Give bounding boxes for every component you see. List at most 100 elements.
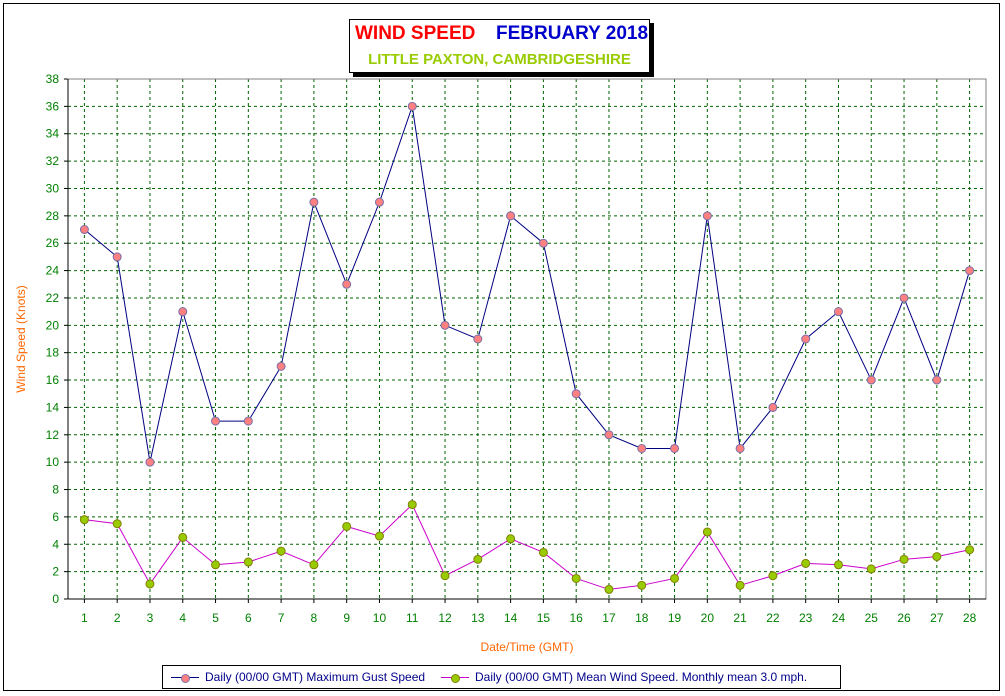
data-point-gust [276,361,286,371]
data-point-mean [473,554,483,564]
chart-title-box: WIND SPEED FEBRUARY 2018 LITTLE PAXTON, … [349,19,650,73]
chart-month: FEBRUARY 2018 [496,23,649,44]
data-point-mean [374,531,384,541]
x-tick-label: 10 [373,611,387,625]
y-tick-label: 32 [46,154,60,168]
x-tick-label: 5 [212,611,219,625]
x-tick-label: 27 [930,611,944,625]
data-point-gust [768,402,778,412]
chart-frame [3,3,1000,691]
data-point-mean [112,519,122,529]
x-tick-label: 3 [147,611,154,625]
legend-label-gust: Daily (00/00 GMT) Maximum Gust Speed [205,670,426,684]
data-point-gust [604,430,614,440]
x-tick-label: 9 [343,611,350,625]
y-tick-label: 10 [46,455,60,469]
data-point-gust [79,225,89,235]
y-tick-label: 28 [46,209,60,223]
data-point-mean [637,580,647,590]
data-point-mean [211,560,221,570]
data-point-gust [506,211,516,221]
x-tick-label: 8 [311,611,318,625]
y-tick-label: 24 [46,264,60,278]
chart-title: WIND SPEED [355,23,476,44]
x-tick-label: 12 [438,611,452,625]
y-tick-label: 30 [46,181,60,195]
x-tick-label: 16 [569,611,583,625]
data-point-gust [965,266,975,276]
y-tick-label: 34 [46,127,60,141]
x-tick-label: 14 [504,611,518,625]
y-tick-label: 0 [52,592,59,606]
x-tick-label: 19 [668,611,682,625]
y-tick-label: 4 [52,537,59,551]
y-tick-label: 22 [46,291,60,305]
series-line-mean [84,503,970,590]
x-tick-label: 6 [245,611,252,625]
y-tick-label: 6 [52,510,59,524]
series-line-gust [84,106,971,463]
data-point-mean [768,571,778,581]
x-tick-label: 28 [963,611,977,625]
data-point-gust [735,443,745,453]
x-tick-label: 23 [799,611,813,625]
data-point-gust [342,279,352,289]
data-point-mean [965,545,975,555]
data-point-gust [473,334,483,344]
data-point-gust [670,443,680,453]
data-point-mean [276,546,286,556]
plot-area-border [67,78,987,600]
chart-subtitle: LITTLE PAXTON, CAMBRIDGESHIRE [368,51,631,68]
data-point-gust [571,389,581,399]
data-point-gust [833,307,843,317]
data-point-mean [604,584,614,594]
x-tick-label: 4 [179,611,186,625]
chart-legend: Daily (00/00 GMT) Maximum Gust Speed Dai… [162,665,841,689]
x-tick-label: 26 [897,611,911,625]
data-point-mean [735,580,745,590]
y-tick-label: 38 [46,72,60,86]
data-point-gust [374,197,384,207]
data-point-gust [801,334,811,344]
data-point-gust [211,416,221,426]
data-point-gust [866,375,876,385]
data-point-mean [538,547,548,557]
data-point-mean [670,573,680,583]
y-tick-label: 14 [46,400,60,414]
x-tick-label: 20 [701,611,715,625]
y-tick-label: 16 [46,373,60,387]
legend-swatch-mean [441,674,469,683]
data-point-mean [702,527,712,537]
y-tick-label: 18 [46,346,60,360]
data-point-mean [145,579,155,589]
data-point-mean [833,560,843,570]
data-point-gust [637,443,647,453]
x-tick-label: 22 [766,611,780,625]
data-point-mean [243,557,253,567]
y-tick-label: 26 [46,236,60,250]
legend-swatch-gust [171,674,199,683]
x-tick-label: 11 [406,611,419,625]
data-point-mean [801,558,811,568]
y-tick-label: 2 [52,565,59,579]
x-tick-label: 18 [635,611,649,625]
x-tick-label: 24 [832,611,846,625]
y-tick-label: 12 [46,428,60,442]
data-point-gust [702,211,712,221]
data-point-mean [440,571,450,581]
legend-label-mean: Daily (00/00 GMT) Mean Wind Speed. Month… [475,670,808,684]
data-point-mean [571,573,581,583]
x-tick-label: 2 [114,611,121,625]
data-point-gust [145,457,155,467]
x-axis-label: Date/Time (GMT) [481,640,574,654]
data-point-mean [342,521,352,531]
data-point-gust [538,238,548,248]
data-point-mean [899,554,909,564]
x-tick-label: 17 [602,611,616,625]
data-point-gust [243,416,253,426]
x-tick-label: 13 [471,611,485,625]
data-point-gust [899,293,909,303]
data-point-gust [932,375,942,385]
y-tick-label: 20 [46,318,60,332]
